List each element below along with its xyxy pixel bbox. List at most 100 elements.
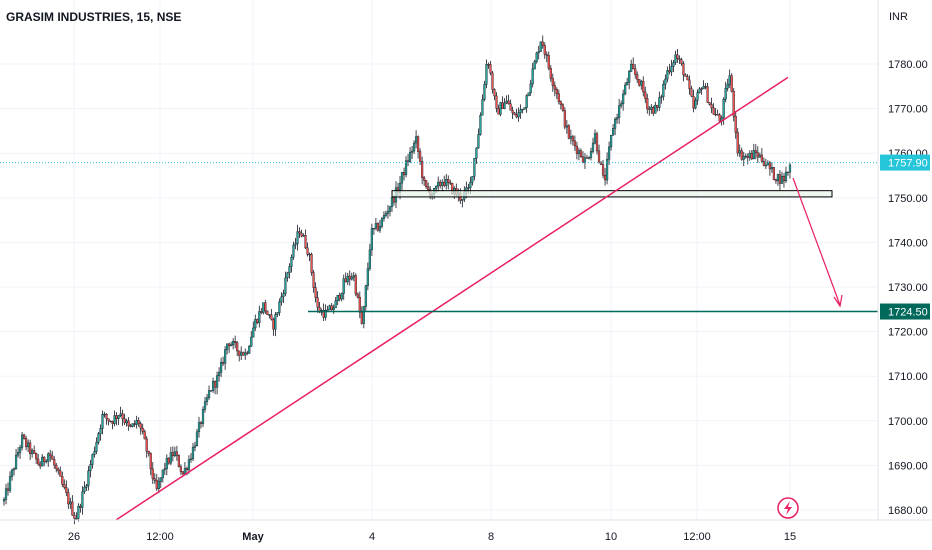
candle-body bbox=[583, 157, 587, 163]
candle-body bbox=[638, 79, 641, 86]
candle-body bbox=[29, 442, 32, 455]
candle-body bbox=[119, 413, 122, 416]
candle-body bbox=[674, 54, 677, 63]
candle-body bbox=[388, 206, 392, 212]
candle-body bbox=[443, 182, 446, 186]
candle-body bbox=[290, 257, 293, 267]
candle-body bbox=[278, 301, 281, 313]
candle-body bbox=[195, 431, 199, 447]
candle-body bbox=[766, 162, 769, 166]
candle-body bbox=[75, 518, 78, 520]
candle-body bbox=[314, 287, 317, 298]
candle-body bbox=[348, 275, 351, 280]
candle-body bbox=[507, 100, 510, 105]
lightning-icon[interactable] bbox=[777, 497, 799, 519]
candle-body bbox=[768, 162, 771, 170]
candle-body bbox=[414, 136, 418, 144]
candle-body bbox=[587, 157, 591, 159]
candle-body bbox=[782, 175, 786, 182]
candle-body bbox=[215, 375, 219, 388]
candle-body bbox=[189, 458, 193, 460]
y-tick-label: 1690.00 bbox=[888, 460, 928, 472]
candle-body bbox=[746, 155, 749, 158]
candle-body bbox=[370, 228, 373, 251]
candle-body bbox=[59, 470, 62, 477]
candle-body bbox=[310, 253, 313, 273]
candle-body bbox=[611, 128, 615, 136]
candle-body bbox=[764, 164, 767, 167]
candle-body bbox=[517, 112, 520, 118]
candle-body bbox=[788, 164, 792, 173]
candle-body bbox=[203, 401, 207, 410]
candle-body bbox=[738, 150, 741, 154]
candle-body bbox=[495, 95, 498, 109]
candle-body bbox=[732, 90, 735, 117]
candle-body bbox=[744, 155, 747, 158]
candle-body bbox=[581, 156, 585, 163]
ascending-trendline[interactable] bbox=[115, 76, 789, 521]
candle-body bbox=[692, 95, 695, 109]
candle-body bbox=[543, 45, 546, 55]
candle-body bbox=[489, 64, 492, 74]
candle-body bbox=[217, 372, 221, 376]
candle-body bbox=[226, 343, 229, 350]
candle-body bbox=[461, 198, 464, 201]
candle-body bbox=[728, 75, 731, 85]
candle-body bbox=[656, 104, 659, 108]
candle-body bbox=[65, 487, 68, 493]
candle-body bbox=[412, 142, 416, 152]
candle-body bbox=[557, 93, 560, 102]
candle-body bbox=[696, 92, 699, 101]
time-axis[interactable]: 26 12:00 May 4 8 10 12:00 15 bbox=[68, 531, 796, 543]
candle-body bbox=[352, 275, 355, 278]
candle-body bbox=[286, 272, 289, 279]
candle-body bbox=[636, 74, 639, 80]
candle-body bbox=[601, 164, 605, 176]
candle-body bbox=[312, 272, 315, 288]
candle-body bbox=[23, 434, 26, 439]
x-tick-label: 15 bbox=[784, 531, 796, 543]
candle-body bbox=[360, 312, 363, 324]
candle-body bbox=[726, 83, 729, 89]
candle-body bbox=[137, 420, 140, 424]
candle-body bbox=[151, 468, 154, 479]
candle-body bbox=[776, 174, 780, 182]
candle-body bbox=[577, 150, 581, 154]
candle-body bbox=[266, 310, 269, 315]
candle-body bbox=[684, 74, 687, 77]
price-axis[interactable]: 1680.00 1690.00 1700.00 1710.00 1720.00 1730.… bbox=[0, 0, 932, 521]
candle-body bbox=[205, 397, 209, 402]
candle-body bbox=[334, 300, 337, 309]
candle-body bbox=[628, 71, 631, 83]
candle-body bbox=[364, 285, 367, 307]
candle-body bbox=[272, 319, 275, 330]
candle-body bbox=[662, 84, 665, 98]
candle-body bbox=[49, 453, 52, 457]
candle-body bbox=[778, 174, 782, 184]
candle-body bbox=[282, 293, 285, 298]
y-tick-label: 1750.00 bbox=[888, 193, 928, 205]
y-tick-label: 1710.00 bbox=[888, 371, 928, 383]
candle-body bbox=[185, 468, 189, 470]
candle-body bbox=[187, 459, 191, 470]
candle-body bbox=[537, 51, 540, 54]
candle-body bbox=[734, 116, 737, 133]
projection-arrow[interactable] bbox=[792, 177, 841, 306]
candle-body bbox=[322, 310, 325, 318]
candle-body bbox=[268, 314, 271, 316]
candle-body bbox=[410, 150, 414, 153]
candle-body bbox=[354, 275, 357, 295]
drawings[interactable] bbox=[0, 76, 878, 521]
candle-body bbox=[87, 470, 90, 486]
target-price-badge-text: 1724.50 bbox=[888, 307, 928, 319]
candle-body bbox=[487, 64, 490, 66]
candle-body bbox=[605, 159, 609, 181]
candle-body bbox=[402, 172, 406, 176]
candle-body bbox=[308, 253, 311, 256]
candle-body bbox=[97, 433, 100, 443]
y-tick-label: 1770.00 bbox=[888, 104, 928, 116]
candle-body bbox=[597, 150, 601, 163]
candle-body bbox=[47, 453, 50, 462]
